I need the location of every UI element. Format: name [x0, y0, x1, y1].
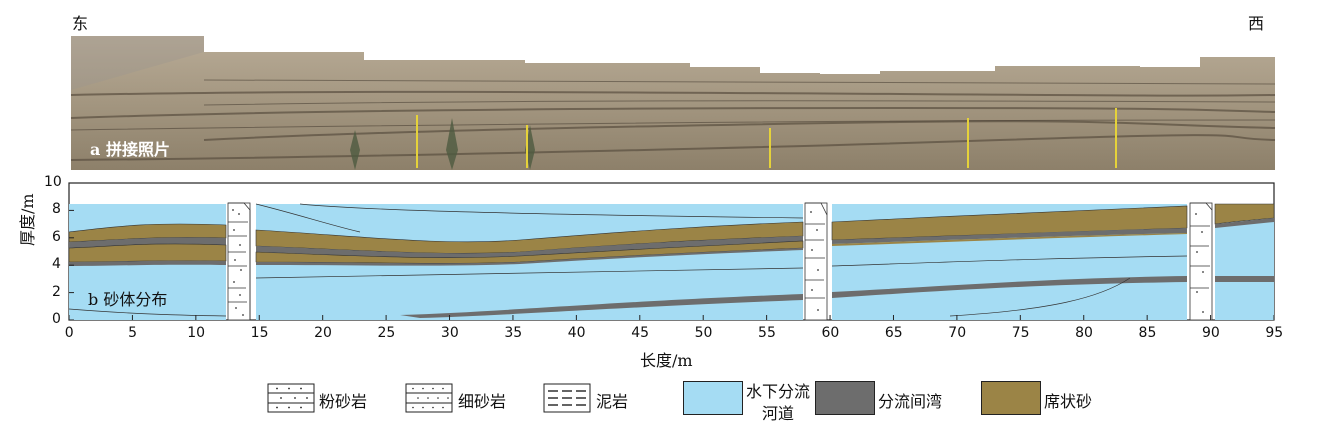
- sand-body-section: [68, 182, 1275, 321]
- x-tick-label: 50: [694, 325, 713, 341]
- legend-label-channel-line2: 河道: [762, 404, 795, 423]
- x-tick-label: 10: [187, 325, 206, 341]
- y-tick-label: 10: [44, 174, 62, 190]
- x-tick-label: 80: [1075, 325, 1093, 341]
- x-tick-label: 0: [64, 325, 74, 341]
- x-tick-label: 35: [504, 325, 523, 341]
- x-tick-label: 20: [314, 325, 332, 341]
- section-caption: b 砂体分布: [88, 290, 168, 309]
- section-panel-3: [831, 204, 1188, 320]
- y-tick-label: 8: [52, 201, 61, 218]
- x-tick-label: 85: [1138, 325, 1157, 341]
- x-tick-label: 75: [1011, 325, 1030, 341]
- photo-caption: a 拼接照片: [90, 140, 170, 159]
- x-tick-label: 15: [250, 325, 269, 341]
- strat-column-2: [804, 202, 828, 321]
- y-tick-label: 6: [52, 228, 61, 245]
- stitched-photo: [70, 36, 1276, 170]
- legend-swatch-channel: [683, 381, 743, 415]
- east-label: 东: [72, 14, 89, 33]
- legend-label-channel-line1: 水下分流: [746, 382, 811, 401]
- x-tick-label: 70: [948, 325, 967, 341]
- section-panel-4: [1214, 203, 1275, 320]
- x-tick-label: 45: [631, 325, 650, 341]
- legend-swatch-sheet-sand: [981, 381, 1041, 415]
- legend-swatch-mudstone: [543, 383, 591, 413]
- x-tick-label: 90: [1201, 325, 1220, 341]
- x-tick-label: 30: [440, 325, 459, 341]
- legend-label-bay: 分流间湾: [878, 392, 943, 411]
- x-tick-label: 25: [377, 325, 396, 341]
- x-tick-label: 65: [884, 325, 903, 341]
- legend-label-mudstone: 泥岩: [596, 392, 629, 411]
- y-tick-label: 0: [52, 311, 61, 327]
- section-panel-2: [255, 203, 804, 320]
- x-axis-label: 长度/m: [640, 351, 693, 370]
- west-label: 西: [1248, 14, 1265, 33]
- strat-column-1: [227, 202, 251, 321]
- strat-column-3: [1189, 202, 1213, 321]
- y-tick-label: 4: [52, 256, 61, 273]
- legend-label-silt: 粉砂岩: [319, 392, 368, 411]
- x-tick-label: 95: [1265, 325, 1284, 341]
- y-tick-label: 2: [52, 283, 61, 300]
- x-tick-label: 55: [758, 325, 776, 341]
- x-tick-label: 40: [567, 325, 586, 341]
- legend-label-sheet-sand: 席状砂: [1044, 392, 1093, 411]
- x-tick-label: 5: [128, 325, 138, 341]
- legend-swatch-fine-sand: [405, 383, 453, 413]
- legend-swatch-silt: [267, 383, 315, 413]
- legend-swatch-bay: [815, 381, 875, 415]
- y-axis-label: 厚度/m: [18, 193, 37, 246]
- x-tick-label: 60: [821, 325, 840, 341]
- section-panel-1: [68, 204, 227, 320]
- legend-label-fine-sand: 细砂岩: [458, 392, 507, 411]
